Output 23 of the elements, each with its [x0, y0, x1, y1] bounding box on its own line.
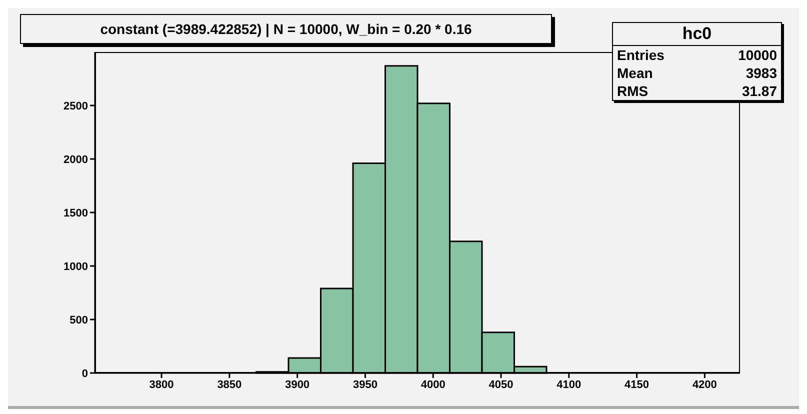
- y-tick-label: 1500: [64, 207, 88, 220]
- legend-title: hc0: [613, 23, 781, 46]
- x-tick-label: 4200: [692, 378, 717, 391]
- x-tick-label: 3800: [149, 378, 174, 391]
- x-tick-label: 3950: [352, 378, 378, 391]
- y-tick-label: 2500: [64, 100, 88, 112]
- annotation: Entries: [617, 47, 664, 63]
- y-tick-label: 500: [70, 314, 88, 326]
- chart-title: constant (=3989.422852) | N = 10000, W_bin = 0.20 * 0.16: [100, 21, 472, 37]
- text: 3983: [746, 65, 777, 81]
- text: 31.87: [742, 83, 777, 99]
- x-tick-label: 4150: [624, 378, 650, 391]
- x-tick-label: 3850: [217, 378, 242, 391]
- annotation: 10000: [738, 47, 777, 63]
- annotation: Mean: [617, 65, 653, 81]
- annotation: RMS: [617, 83, 648, 99]
- x-tick-label: 3900: [285, 378, 310, 391]
- y-tick-label: 2000: [64, 154, 88, 166]
- x-tick-label: 4000: [420, 378, 446, 391]
- y-tick-label: 1000: [64, 260, 88, 273]
- y-tick-label: 0: [82, 368, 88, 380]
- x-tick-label: 4100: [556, 378, 582, 391]
- x-tick-label: 4050: [488, 378, 514, 391]
